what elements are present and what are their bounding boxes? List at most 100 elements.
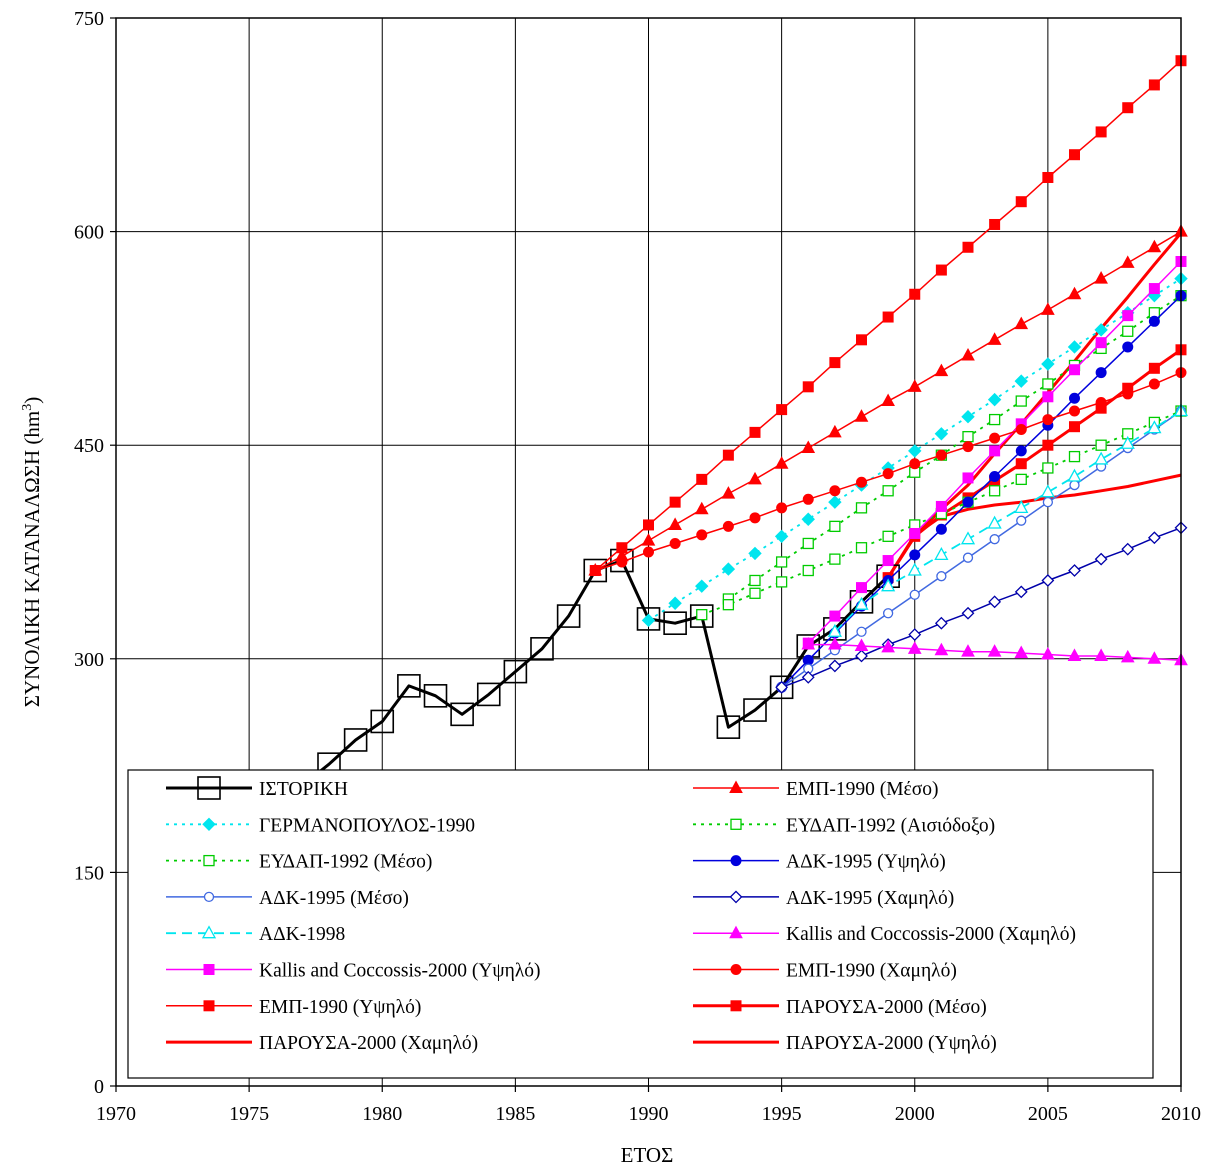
data-point: [1069, 392, 1080, 404]
data-point: [1095, 337, 1107, 349]
y-tick-label: 150: [74, 862, 104, 884]
data-point: [1122, 102, 1134, 114]
data-point: [721, 562, 736, 576]
data-point: [1147, 239, 1162, 253]
data-point: [668, 596, 682, 610]
data-point: [909, 288, 921, 300]
data-point: [722, 599, 735, 611]
data-point: [1147, 651, 1162, 664]
data-point: [907, 562, 922, 576]
data-point: [1148, 378, 1160, 390]
data-point: [1068, 564, 1081, 577]
data-point: [855, 649, 868, 663]
data-point: [935, 500, 947, 512]
legend-label: Kallis and Coccossis-2000 (Χαμηλό): [786, 924, 1076, 945]
data-point: [589, 565, 601, 577]
x-tick-label: 1990: [629, 1103, 669, 1125]
data-point: [641, 613, 656, 628]
data-point: [774, 529, 789, 544]
data-point: [987, 392, 1002, 407]
data-point: [775, 576, 788, 588]
x-tick-label: 2000: [895, 1103, 935, 1125]
data-point: [197, 776, 221, 800]
data-point: [1015, 196, 1027, 208]
data-point: [1067, 648, 1082, 661]
data-point: [802, 564, 814, 577]
series: [589, 55, 1187, 577]
legend-label: ΑΔΚ-1998: [259, 924, 345, 945]
data-point: [1042, 497, 1054, 508]
data-point: [616, 556, 628, 568]
data-point: [583, 558, 608, 583]
data-point: [934, 546, 949, 560]
legend-label: ΕΜΠ-1990 (Υψηλό): [259, 997, 421, 1018]
data-point: [1095, 396, 1107, 408]
data-point: [1015, 473, 1027, 486]
data-point: [961, 410, 975, 424]
data-point: [989, 471, 1001, 483]
data-point: [855, 502, 868, 514]
legend-label: ΠΑΡΟΥΣΑ-2000 (Μέσο): [786, 997, 987, 1018]
x-tick-label: 1980: [362, 1103, 402, 1125]
data-point: [1122, 325, 1134, 337]
data-point: [1148, 283, 1160, 295]
data-point: [1095, 126, 1107, 138]
data-point: [881, 578, 896, 592]
legend-item: ΙΣΤΟΡΙΚΗ: [166, 776, 348, 800]
x-tick-label: 1975: [229, 1103, 269, 1125]
data-point: [1120, 649, 1135, 663]
data-point: [1120, 255, 1135, 268]
legend-item: ΑΔΚ-1995 (Χαμηλό): [693, 888, 954, 909]
legend-label: ΓΕΡΜΑΝΟΠΟΥΛΟΣ-1990: [259, 815, 475, 836]
data-point: [776, 404, 788, 416]
data-point: [716, 715, 741, 739]
data-point: [1121, 542, 1135, 556]
legend-label: ΑΔΚ-1995 (Μέσο): [259, 888, 409, 909]
data-point: [668, 517, 682, 530]
data-point: [828, 495, 842, 509]
data-point: [828, 424, 842, 438]
data-point: [1069, 405, 1080, 417]
data-point: [643, 546, 654, 558]
data-point: [203, 964, 215, 975]
data-point: [909, 458, 921, 470]
data-point: [961, 606, 975, 620]
data-point: [881, 393, 895, 407]
series-line: [727, 294, 1182, 600]
data-point: [370, 709, 395, 734]
data-point: [722, 449, 734, 461]
legend-item: ΠΑΡΟΥΣΑ-2000 (Μέσο): [693, 997, 987, 1018]
legend-item: ΠΑΡΟΥΣΑ-2000 (Υψηλό): [693, 1033, 997, 1054]
data-point: [643, 519, 654, 531]
data-point: [743, 698, 767, 722]
data-point: [907, 379, 922, 392]
data-point: [1015, 395, 1027, 407]
data-point: [689, 604, 714, 628]
data-point: [987, 644, 1002, 657]
data-point: [854, 409, 869, 422]
legend-label: ΑΔΚ-1995 (Υψηλό): [786, 852, 946, 873]
data-point: [1042, 439, 1054, 451]
data-point: [1067, 340, 1082, 354]
data-point: [802, 493, 814, 505]
data-point: [854, 638, 869, 651]
data-point: [987, 332, 1002, 345]
data-point: [935, 449, 947, 461]
legend-box: [127, 769, 1154, 1079]
data-point: [397, 674, 421, 698]
data-point: [855, 542, 868, 554]
series: [775, 521, 1188, 694]
data-point: [801, 512, 815, 526]
y-tick-label: 0: [94, 1076, 104, 1098]
data-point: [503, 659, 528, 684]
data-point: [960, 531, 976, 545]
data-point: [749, 574, 761, 587]
data-point: [1041, 357, 1055, 371]
data-point: [1094, 451, 1109, 465]
data-point: [882, 555, 894, 567]
data-point: [1148, 315, 1160, 327]
data-point: [343, 728, 368, 752]
data-point: [907, 641, 922, 654]
data-point: [1147, 531, 1161, 545]
